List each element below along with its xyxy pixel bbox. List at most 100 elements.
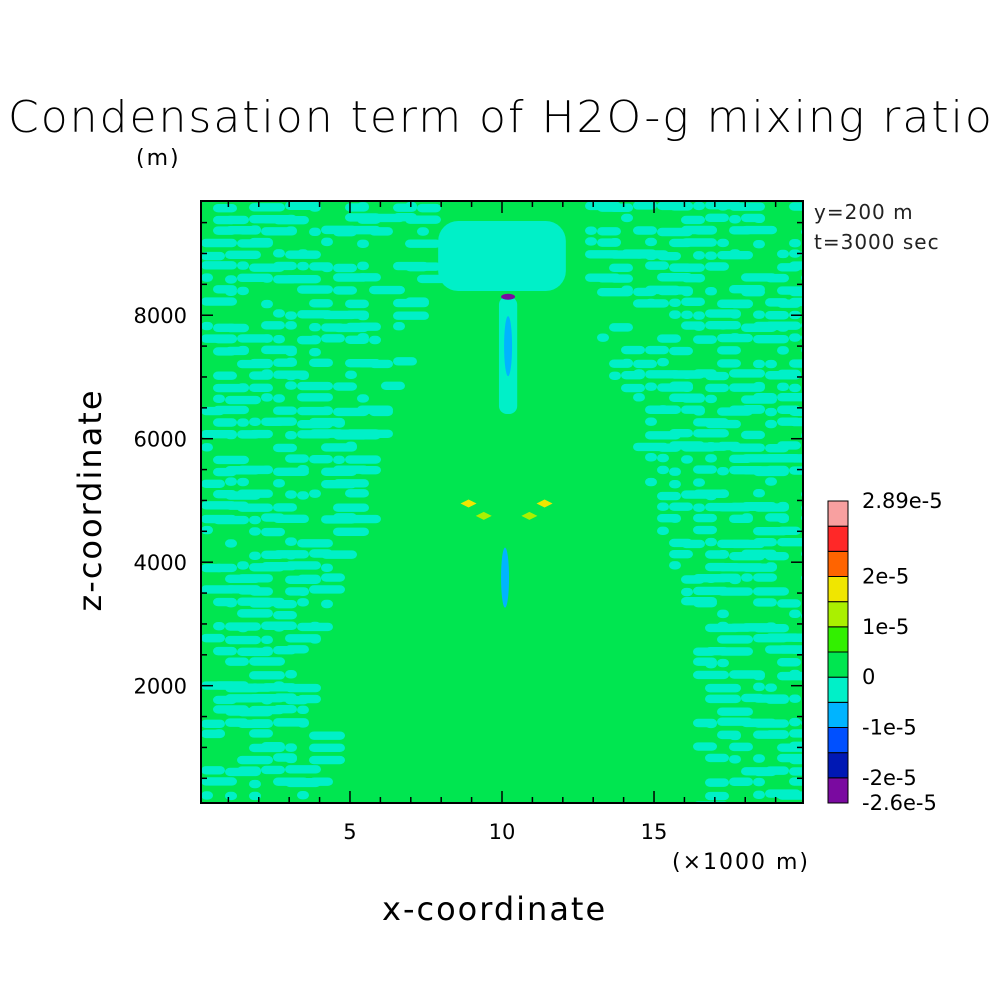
- noise-patch: [693, 513, 717, 523]
- feature-6: [501, 547, 510, 608]
- noise-patch: [297, 261, 309, 271]
- noise-patch: [261, 527, 285, 537]
- noise-patch: [297, 465, 309, 474]
- noise-patch: [789, 249, 801, 258]
- noise-patch: [741, 405, 765, 414]
- noise-patch: [237, 561, 249, 570]
- colorbar-segment: [827, 727, 849, 754]
- noise-patch: [729, 299, 753, 309]
- noise-patch: [285, 347, 297, 357]
- noise-patch: [789, 466, 803, 475]
- noise-patch: [681, 383, 693, 392]
- noise-patch: [717, 467, 729, 476]
- noise-patch: [801, 504, 803, 512]
- noise-patch: [765, 622, 777, 631]
- noise-patch: [729, 742, 753, 752]
- noise-patch: [753, 777, 765, 787]
- noise-patch: [273, 623, 285, 632]
- noise-patch: [357, 202, 369, 211]
- noise-patch: [645, 237, 657, 247]
- noise-patch: [801, 274, 803, 282]
- noise-patch: [657, 453, 669, 463]
- noise-patch: [789, 333, 801, 342]
- noise-patch: [369, 285, 405, 295]
- noise-patch: [705, 371, 729, 381]
- noise-patch: [681, 370, 693, 379]
- noise-patch: [789, 717, 801, 727]
- noise-patch: [621, 285, 633, 294]
- noise-patch: [357, 465, 381, 475]
- noise-patch: [237, 477, 249, 487]
- noise-patch: [201, 238, 237, 248]
- noise-patch: [345, 370, 357, 380]
- noise-patch: [297, 705, 309, 715]
- noise-patch: [273, 705, 297, 714]
- noise-patch: [333, 479, 369, 488]
- feature-0: [501, 293, 516, 300]
- noise-patch: [273, 394, 285, 403]
- noise-patch: [705, 574, 717, 584]
- noise-patch: [609, 323, 633, 332]
- noise-patch: [249, 203, 285, 212]
- noise-patch: [789, 383, 801, 393]
- noise-patch: [309, 777, 333, 786]
- noise-patch: [285, 371, 297, 381]
- noise-patch: [201, 321, 213, 331]
- noise-patch: [741, 287, 765, 297]
- noise-patch: [789, 767, 803, 776]
- noise-patch: [273, 479, 285, 488]
- noise-patch: [693, 478, 705, 487]
- noise-patch: [669, 310, 681, 319]
- noise-patch: [669, 429, 693, 438]
- noise-patch: [321, 406, 333, 415]
- noise-patch: [201, 297, 237, 306]
- noise-patch: [717, 587, 753, 596]
- noise-patch: [249, 225, 261, 234]
- noise-patch: [729, 369, 765, 378]
- noise-patch: [309, 299, 333, 308]
- noise-patch: [789, 287, 803, 297]
- noise-patch: [705, 791, 729, 801]
- noise-patch: [309, 755, 345, 765]
- noise-patch: [765, 359, 777, 369]
- noise-patch: [717, 321, 729, 330]
- colorbar-label: -2e-5: [862, 766, 917, 790]
- noise-patch: [777, 441, 801, 450]
- noise-patch: [201, 719, 225, 729]
- noise-patch: [693, 322, 705, 331]
- noise-patch: [621, 358, 633, 368]
- noise-patch: [753, 489, 765, 498]
- noise-patch: [333, 455, 345, 464]
- noise-patch: [297, 381, 333, 391]
- y-axis-unit: (m): [136, 146, 181, 171]
- noise-patch: [717, 346, 741, 355]
- noise-patch: [705, 441, 717, 451]
- plume-top: [438, 221, 566, 291]
- noise-patch: [297, 574, 321, 584]
- noise-patch: [333, 382, 357, 391]
- noise-patch: [729, 249, 741, 258]
- noise-patch: [777, 538, 803, 547]
- y-tick-label: 2000: [134, 675, 187, 699]
- noise-patch: [669, 298, 681, 307]
- noise-patch: [249, 527, 261, 536]
- noise-patch: [609, 203, 633, 212]
- noise-patch: [753, 573, 777, 582]
- noise-patch: [693, 226, 717, 235]
- noise-patch: [321, 573, 345, 582]
- noise-patch: [681, 238, 717, 247]
- noise-patch: [225, 275, 237, 284]
- noise-patch: [741, 513, 753, 522]
- noise-patch: [669, 549, 693, 559]
- noise-patch: [261, 635, 273, 645]
- noise-patch: [777, 791, 803, 800]
- noise-patch: [297, 598, 309, 607]
- noise-patch: [645, 382, 657, 391]
- noise-patch: [597, 227, 621, 236]
- noise-patch: [777, 249, 789, 259]
- noise-patch: [645, 417, 657, 426]
- noise-patch: [309, 203, 321, 212]
- noise-patch: [405, 239, 441, 248]
- noise-patch: [213, 621, 225, 631]
- noise-patch: [705, 454, 717, 463]
